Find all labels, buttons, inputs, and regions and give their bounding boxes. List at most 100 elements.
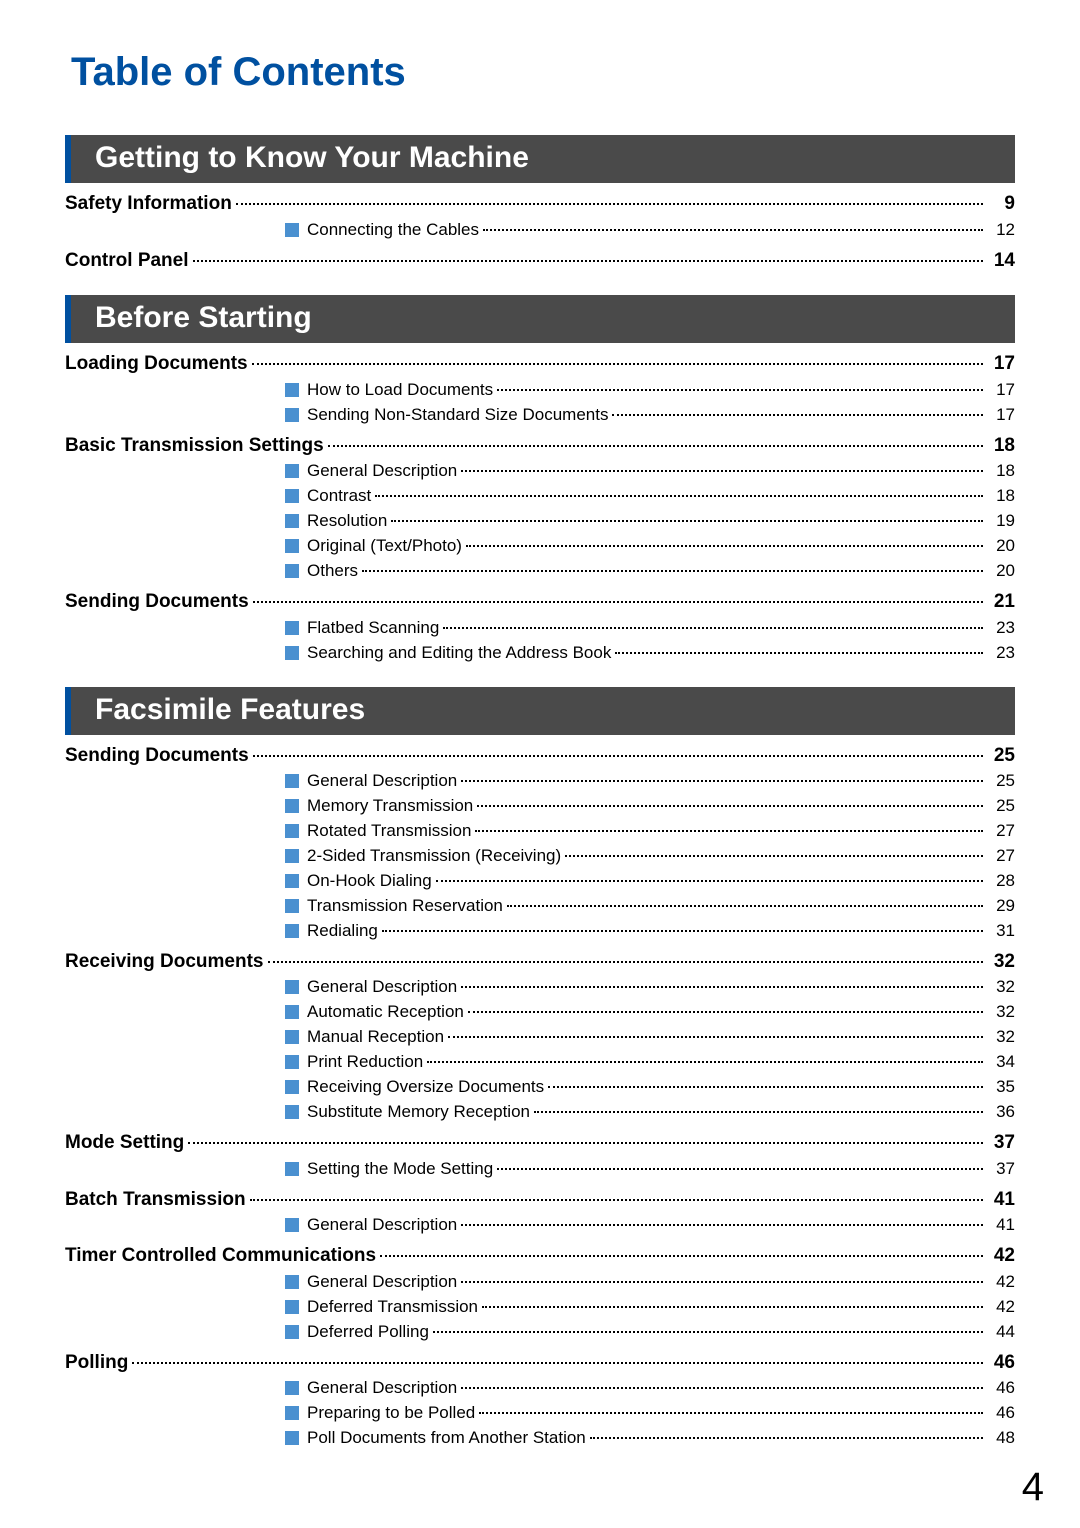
- square-bullet-icon: [285, 1105, 299, 1119]
- toc-leader-dots: [565, 855, 983, 857]
- toc-leader-dots: [497, 1168, 983, 1170]
- toc-item-page: 28: [987, 870, 1015, 893]
- square-bullet-icon: [285, 774, 299, 788]
- toc-leader-dots: [466, 545, 983, 547]
- toc-item-page: 36: [987, 1101, 1015, 1124]
- square-bullet-icon: [285, 1030, 299, 1044]
- square-bullet-icon: [285, 899, 299, 913]
- toc-leader-dots: [433, 1331, 983, 1333]
- toc-topic-row: Polling46: [65, 1350, 1015, 1376]
- toc-leader-dots: [252, 363, 983, 365]
- toc-item-page: 27: [987, 845, 1015, 868]
- toc-leader-dots: [380, 1255, 983, 1257]
- toc-topic-label: Receiving Documents: [65, 949, 264, 975]
- square-bullet-icon: [285, 1005, 299, 1019]
- toc-item-label: Preparing to be Polled: [307, 1402, 475, 1425]
- toc-item-row: General Description42: [65, 1271, 1015, 1294]
- toc-leader-dots: [548, 1086, 983, 1088]
- square-bullet-icon: [285, 1055, 299, 1069]
- toc-item-label: 2-Sided Transmission (Receiving): [307, 845, 561, 868]
- toc-leader-dots: [507, 905, 983, 907]
- square-bullet-icon: [285, 383, 299, 397]
- square-bullet-icon: [285, 514, 299, 528]
- page-title: Table of Contents: [71, 50, 1015, 95]
- square-bullet-icon: [285, 489, 299, 503]
- toc-item-page: 31: [987, 920, 1015, 943]
- toc-item-row: Setting the Mode Setting37: [65, 1158, 1015, 1181]
- toc-item-page: 23: [987, 617, 1015, 640]
- toc-item-row: 2-Sided Transmission (Receiving) 27: [65, 845, 1015, 868]
- toc-item-page: 27: [987, 820, 1015, 843]
- toc-leader-dots: [461, 1224, 983, 1226]
- toc-item-row: Receiving Oversize Documents35: [65, 1076, 1015, 1099]
- toc-topic-row: Receiving Documents32: [65, 949, 1015, 975]
- toc-leader-dots: [236, 203, 983, 205]
- toc-item-row: Substitute Memory Reception36: [65, 1101, 1015, 1124]
- toc-item-row: Deferred Transmission42: [65, 1296, 1015, 1319]
- toc-item-page: 34: [987, 1051, 1015, 1074]
- toc-item-page: 18: [987, 460, 1015, 483]
- toc-item-row: Automatic Reception32: [65, 1001, 1015, 1024]
- toc-item-label: General Description: [307, 1214, 457, 1237]
- toc-leader-dots: [461, 780, 983, 782]
- toc-item-page: 32: [987, 1001, 1015, 1024]
- toc-topic-row: Timer Controlled Communications42: [65, 1243, 1015, 1269]
- toc-leader-dots: [268, 961, 984, 963]
- toc-topic-row: Loading Documents17: [65, 351, 1015, 377]
- toc-item-page: 29: [987, 895, 1015, 918]
- toc-item-row: Rotated Transmission27: [65, 820, 1015, 843]
- square-bullet-icon: [285, 1080, 299, 1094]
- toc-leader-dots: [427, 1061, 983, 1063]
- toc-item-row: General Description18: [65, 460, 1015, 483]
- toc-topic-page: 21: [987, 589, 1015, 615]
- toc-item-label: Poll Documents from Another Station: [307, 1427, 586, 1450]
- toc-item-page: 25: [987, 770, 1015, 793]
- toc-item-row: On-Hook Dialing28: [65, 870, 1015, 893]
- toc-leader-dots: [461, 1387, 983, 1389]
- toc-leader-dots: [615, 652, 983, 654]
- toc-item-label: Setting the Mode Setting: [307, 1158, 493, 1181]
- square-bullet-icon: [285, 799, 299, 813]
- toc-item-page: 46: [987, 1377, 1015, 1400]
- toc-item-page: 35: [987, 1076, 1015, 1099]
- square-bullet-icon: [285, 646, 299, 660]
- toc-topic-row: Sending Documents 21: [65, 589, 1015, 615]
- toc-item-row: General Description 46: [65, 1377, 1015, 1400]
- toc-item-label: Searching and Editing the Address Book: [307, 642, 611, 665]
- section-heading: Before Starting: [65, 295, 1015, 343]
- toc-leader-dots: [362, 570, 983, 572]
- page-number: 4: [1022, 1465, 1044, 1510]
- toc-leader-dots: [468, 1011, 983, 1013]
- toc-topic-label: Basic Transmission Settings: [65, 433, 324, 459]
- square-bullet-icon: [285, 849, 299, 863]
- toc-item-label: General Description: [307, 1377, 457, 1400]
- toc-item-row: Poll Documents from Another Station 48: [65, 1427, 1015, 1450]
- toc-leader-dots: [443, 627, 983, 629]
- toc-item-page: 20: [987, 535, 1015, 558]
- toc-item-row: Manual Reception32: [65, 1026, 1015, 1049]
- square-bullet-icon: [285, 1218, 299, 1232]
- toc-topic-page: 37: [987, 1130, 1015, 1156]
- toc-item-page: 44: [987, 1321, 1015, 1344]
- toc-item-row: Original (Text/Photo)20: [65, 535, 1015, 558]
- toc-item-row: Searching and Editing the Address Book23: [65, 642, 1015, 665]
- toc-leader-dots: [253, 755, 983, 757]
- toc-item-page: 48: [987, 1427, 1015, 1450]
- toc-leader-dots: [375, 495, 983, 497]
- toc-leader-dots: [477, 805, 983, 807]
- square-bullet-icon: [285, 539, 299, 553]
- square-bullet-icon: [285, 1162, 299, 1176]
- square-bullet-icon: [285, 1325, 299, 1339]
- toc-item-label: General Description: [307, 976, 457, 999]
- toc-topic-page: 17: [987, 351, 1015, 377]
- toc-topic-page: 42: [987, 1243, 1015, 1269]
- toc-item-row: Flatbed Scanning23: [65, 617, 1015, 640]
- toc-topic-page: 46: [987, 1350, 1015, 1376]
- toc-topic-label: Sending Documents: [65, 589, 249, 615]
- toc-topic-label: Sending Documents: [65, 743, 249, 769]
- toc-topic-page: 14: [987, 248, 1015, 274]
- toc-item-page: 17: [987, 379, 1015, 402]
- toc-item-page: 20: [987, 560, 1015, 583]
- toc-item-row: Deferred Polling44: [65, 1321, 1015, 1344]
- toc-item-label: Memory Transmission: [307, 795, 473, 818]
